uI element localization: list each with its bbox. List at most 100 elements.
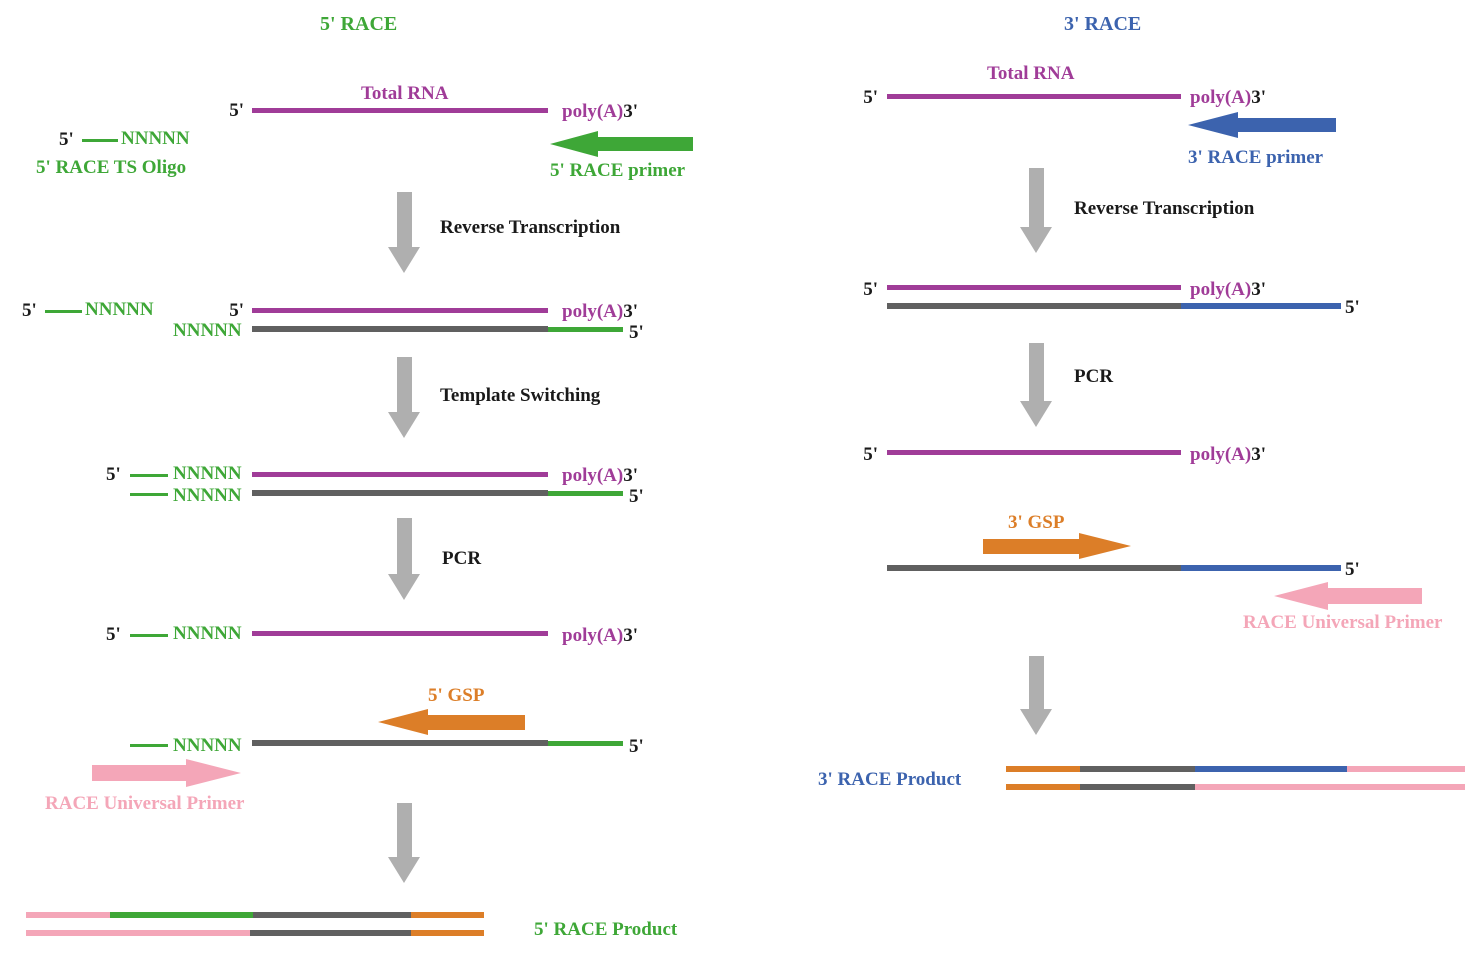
ts-oligo-linker-line bbox=[130, 634, 168, 637]
five-prime-label: 5' bbox=[629, 736, 644, 757]
pcr-label: PCR bbox=[1074, 366, 1114, 387]
step-arrow-down-icon bbox=[1020, 709, 1052, 735]
ts-oligo-n-label: NNNNN bbox=[85, 299, 154, 320]
five-prime-label: 5' bbox=[106, 464, 121, 485]
product-segment-universal bbox=[1195, 784, 1465, 790]
three-gsp-arrow-icon bbox=[1079, 533, 1131, 559]
cdna-primer-tail bbox=[548, 491, 623, 496]
step-arrow-down-icon bbox=[388, 857, 420, 883]
poly-a-3-label: poly(A)3' bbox=[1190, 88, 1266, 107]
three-prime-label: 3' bbox=[1251, 279, 1267, 300]
cdna-primer-tail bbox=[548, 741, 623, 746]
product-segment-gsp bbox=[1006, 766, 1080, 772]
three-gsp-label: 3' GSP bbox=[1008, 512, 1065, 533]
cdna-n-label: NNNNN bbox=[173, 735, 242, 756]
reverse-transcription-label: Reverse Transcription bbox=[440, 217, 621, 238]
mrna-line bbox=[252, 308, 548, 313]
step-arrow-down-icon bbox=[388, 247, 420, 273]
mrna-line bbox=[252, 472, 548, 477]
five-prime-label: 5' bbox=[22, 300, 37, 321]
three-gsp-arrow-body bbox=[983, 539, 1081, 554]
total-rna-label: Total RNA bbox=[987, 63, 1075, 84]
poly-a-3-label: poly(A)3' bbox=[1190, 445, 1266, 464]
five-gsp-arrow-icon bbox=[378, 709, 428, 735]
five-prime-label: 5' bbox=[59, 129, 74, 150]
poly-a-label: poly(A) bbox=[562, 625, 624, 646]
step-arrow-shaft bbox=[397, 803, 412, 857]
five-prime-label: 5' bbox=[629, 486, 644, 507]
cdna-line bbox=[252, 326, 548, 332]
product-segment-race-primer bbox=[1195, 766, 1347, 772]
left-panel-title: 5' RACE bbox=[320, 13, 398, 35]
product-segment-universal bbox=[26, 930, 250, 936]
five-prime-label: 5' bbox=[863, 279, 878, 300]
product-segment-gsp bbox=[411, 912, 484, 918]
three-race-primer-label: 3' RACE primer bbox=[1188, 147, 1324, 168]
product-segment-cdna bbox=[253, 912, 411, 918]
template-switching-label: Template Switching bbox=[440, 385, 601, 406]
product-segment-gsp bbox=[1006, 784, 1080, 790]
five-race-primer-arrow-icon bbox=[550, 131, 598, 157]
poly-a-3-label: poly(A)3' bbox=[562, 626, 638, 645]
ts-oligo-linker-line bbox=[130, 474, 168, 477]
product-segment-cdna bbox=[1080, 784, 1195, 790]
three-prime-label: 3' bbox=[623, 101, 639, 122]
product-segment-cdna bbox=[250, 930, 411, 936]
ts-oligo-linker-line bbox=[45, 310, 82, 313]
product-segment-gsp bbox=[411, 930, 484, 936]
five-prime-label: 5' bbox=[629, 322, 644, 343]
mrna-line bbox=[887, 285, 1181, 290]
poly-a-3-label: poly(A)3' bbox=[562, 102, 638, 121]
five-race-primer-label: 5' RACE primer bbox=[550, 160, 686, 181]
cdna-primer-tail bbox=[1181, 565, 1341, 571]
three-prime-label: 3' bbox=[1251, 444, 1267, 465]
mrna-line bbox=[252, 631, 548, 636]
pcr-label: PCR bbox=[442, 548, 482, 569]
reverse-transcription-label: Reverse Transcription bbox=[1074, 198, 1255, 219]
cdna-n-label: NNNNN bbox=[173, 320, 242, 341]
universal-primer-arrow-body bbox=[1326, 588, 1422, 604]
cdna-line bbox=[887, 303, 1181, 309]
three-race-primer-arrow-icon bbox=[1188, 112, 1238, 138]
three-prime-label: 3' bbox=[623, 625, 639, 646]
five-prime-label: 5' bbox=[106, 624, 121, 645]
five-gsp-label: 5' GSP bbox=[428, 685, 485, 706]
poly-a-3-label: poly(A)3' bbox=[1190, 280, 1266, 299]
ts-oligo-n-label: NNNNN bbox=[173, 463, 242, 484]
poly-a-label: poly(A) bbox=[562, 101, 624, 122]
total-rna-label: Total RNA bbox=[361, 83, 449, 104]
five-race-product-label: 5' RACE Product bbox=[534, 919, 678, 940]
three-race-primer-arrow-body bbox=[1236, 118, 1336, 132]
poly-a-label: poly(A) bbox=[562, 301, 624, 322]
product-segment-universal bbox=[26, 912, 110, 918]
product-segment-universal bbox=[1347, 766, 1465, 772]
ts-oligo-linker-line bbox=[82, 139, 118, 142]
step-arrow-shaft bbox=[397, 192, 412, 247]
step-arrow-down-icon bbox=[388, 412, 420, 438]
poly-a-label: poly(A) bbox=[1190, 444, 1252, 465]
product-segment-cdna bbox=[1080, 766, 1195, 772]
five-race-primer-arrow-body bbox=[596, 137, 693, 151]
step-arrow-down-icon bbox=[1020, 401, 1052, 427]
poly-a-label: poly(A) bbox=[1190, 279, 1252, 300]
cdna-line bbox=[887, 565, 1181, 571]
three-race-product-label: 3' RACE Product bbox=[818, 769, 962, 790]
cdna-line bbox=[252, 490, 548, 496]
step-arrow-shaft bbox=[1029, 656, 1044, 709]
ts-oligo-label: 5' RACE TS Oligo bbox=[36, 157, 187, 178]
three-prime-label: 3' bbox=[1251, 87, 1267, 108]
three-prime-label: 3' bbox=[623, 301, 639, 322]
cdna-primer-tail bbox=[548, 327, 623, 332]
poly-a-label: poly(A) bbox=[1190, 87, 1252, 108]
universal-primer-label: RACE Universal Primer bbox=[1243, 612, 1443, 633]
five-prime-label: 5' bbox=[1345, 297, 1360, 318]
poly-a-3-label: poly(A)3' bbox=[562, 302, 638, 321]
ts-oligo-linker-line bbox=[130, 744, 168, 747]
cdna-line bbox=[252, 740, 548, 746]
ts-oligo-n-label: NNNNN bbox=[121, 128, 190, 149]
universal-primer-label: RACE Universal Primer bbox=[45, 793, 245, 814]
step-arrow-shaft bbox=[397, 357, 412, 412]
five-prime-label: 5' bbox=[229, 300, 244, 321]
step-arrow-down-icon bbox=[1020, 227, 1052, 253]
five-prime-label: 5' bbox=[229, 100, 244, 121]
